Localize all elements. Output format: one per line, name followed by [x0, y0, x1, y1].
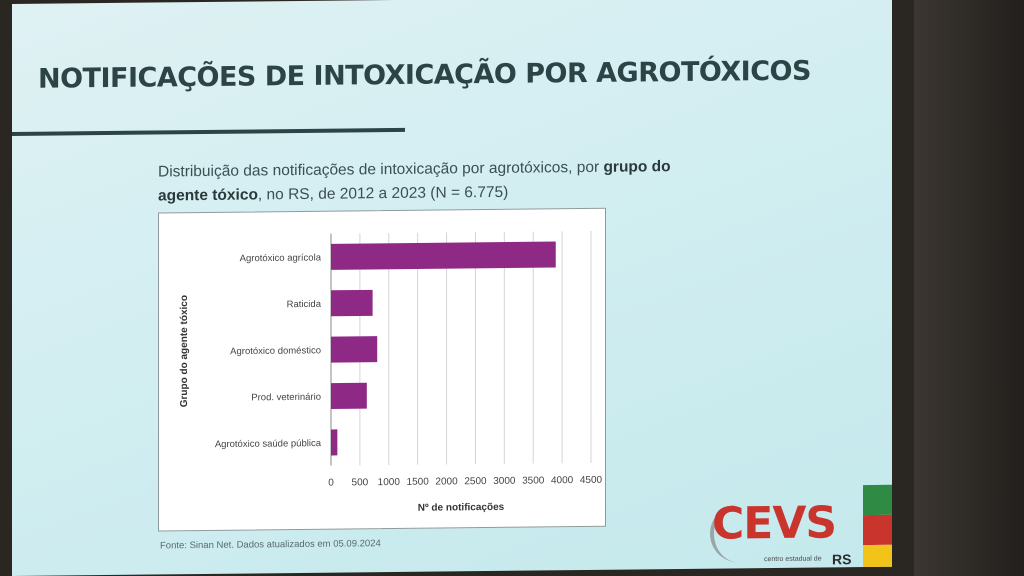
subtitle-text: Distribuição das notificações de intoxic…: [158, 158, 604, 181]
x-tick-label: 4000: [551, 475, 574, 486]
category-label: Agrotóxico agrícola: [240, 252, 322, 264]
logo-stripe: [863, 484, 892, 516]
bar: [331, 336, 378, 363]
chart-frame: 0 500 1000 1500 2000 2500 3000 3500 4000 4500 Agro…: [158, 207, 606, 532]
x-axis-title: Nº de notificações: [418, 502, 505, 514]
logo-subtext-rs: RS: [832, 551, 852, 568]
x-tick-label: 4500: [580, 475, 603, 486]
logo-stripe: [863, 544, 892, 576]
bar: [331, 241, 556, 270]
x-tick-label: 2000: [435, 476, 458, 487]
projection-screen: NOTIFICAÇÕES DE INTOXICAÇÃO POR AGROTÓXI…: [12, 0, 892, 576]
x-tick-label: 0: [328, 478, 334, 489]
x-tick-label: 1000: [378, 477, 401, 488]
y-axis-title: Grupo do agente tóxico: [179, 295, 190, 407]
source-note: Fonte: Sinan Net. Dados atualizados em 0…: [160, 538, 381, 552]
wall-background: [914, 0, 1024, 576]
x-tick-label: 2500: [464, 476, 487, 487]
chart-subtitle: Distribuição das notificações de intoxic…: [158, 155, 718, 209]
logo-color-stripes: [863, 484, 892, 576]
category-label: Prod. veterinário: [251, 392, 321, 404]
category-label: Agrotóxico saúde pública: [215, 438, 322, 450]
title-underline: [12, 127, 405, 136]
x-tick-label: 3500: [522, 475, 545, 486]
subtitle-text-end: , no RS, de 2012 a 2023 (N = 6.775): [257, 183, 509, 204]
category-label: Agrotóxico doméstico: [230, 345, 321, 357]
cevs-logo: CEVS: [712, 497, 837, 550]
x-tick-label: 3000: [493, 476, 516, 487]
bar: [331, 429, 338, 456]
x-tick-label: 1500: [407, 477, 430, 488]
bar: [331, 382, 367, 410]
logo-stripe: [863, 514, 892, 546]
bar: [331, 289, 373, 317]
category-label: Raticida: [287, 299, 322, 310]
bar-chart: 0 500 1000 1500 2000 2500 3000 3500 4000 4500 Agro…: [179, 230, 603, 514]
logo-subtext: centro estadual de: [764, 555, 822, 564]
x-tick-label: 500: [352, 477, 369, 488]
slide-title: NOTIFICAÇÕES DE INTOXICAÇÃO POR AGROTÓXI…: [38, 55, 811, 95]
